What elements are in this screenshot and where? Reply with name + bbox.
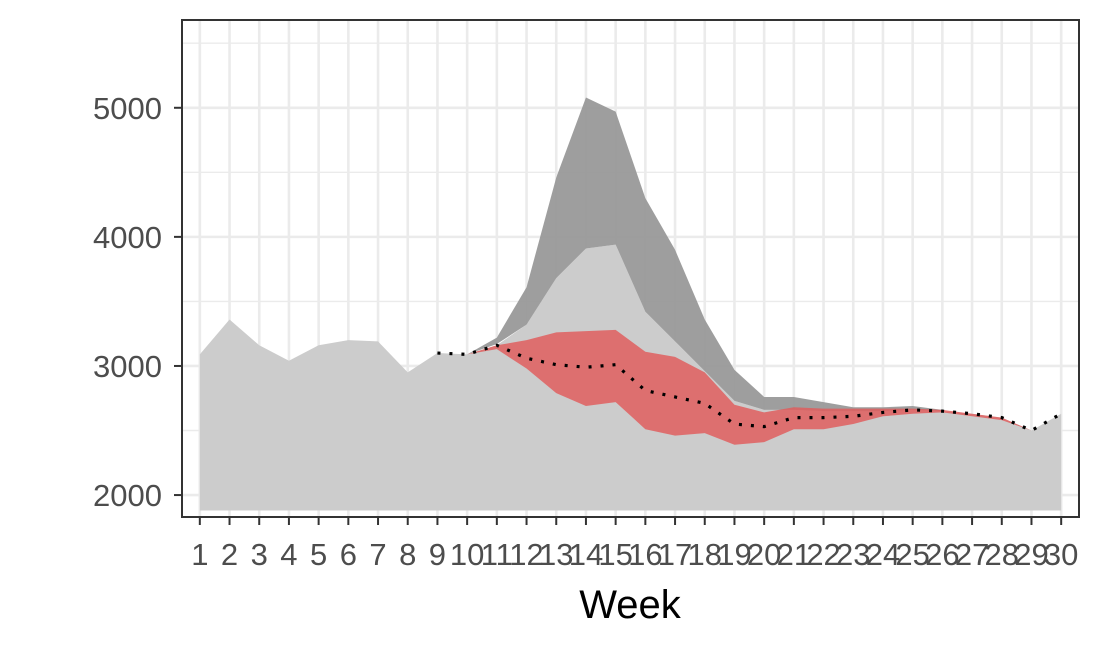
x-tick-label: 13: [539, 537, 573, 572]
x-tick-label: 28: [985, 537, 1019, 572]
x-tick-label: 17: [658, 537, 692, 572]
x-tick-label: 26: [925, 537, 959, 572]
x-tick-label: 25: [895, 537, 929, 572]
x-axis-title: Week: [579, 583, 682, 627]
plot-border: [181, 19, 1080, 518]
x-tick-label: 8: [399, 537, 416, 572]
y-tick-label: 2000: [93, 478, 162, 513]
x-tick-label: 9: [429, 537, 446, 572]
y-tick-label: 3000: [93, 349, 162, 384]
x-tick-label: 5: [310, 537, 327, 572]
x-tick-label: 18: [688, 537, 722, 572]
x-tick-label: 6: [340, 537, 357, 572]
y-axis: 2000 3000 4000 5000: [93, 91, 182, 513]
x-tick-label: 12: [509, 537, 543, 572]
x-tick-label: 10: [450, 537, 484, 572]
x-tick-label: 2: [221, 537, 238, 572]
x-tick-label: 4: [280, 537, 297, 572]
x-tick-label: 7: [369, 537, 386, 572]
x-tick-label: 11: [481, 537, 513, 572]
x-tick-label: 15: [598, 537, 632, 572]
x-tick-label: 3: [251, 537, 268, 572]
x-tick-label: 20: [747, 537, 781, 572]
x-tick-label: 23: [836, 537, 870, 572]
x-tick-label: 22: [806, 537, 840, 572]
x-tick-label: 24: [866, 537, 900, 572]
x-tick-label: 30: [1044, 537, 1078, 572]
x-tick-label: 1: [191, 537, 208, 572]
x-axis: 1 2 3 4 5 6 7 8 9 1011121314151617181920212223242…: [191, 517, 1078, 572]
y-tick-label: 4000: [93, 220, 162, 255]
x-tick-label: 29: [1014, 537, 1048, 572]
red-band-area: [437, 329, 1062, 445]
dotted-series-line: [437, 343, 1062, 433]
x-tick-label: 21: [777, 537, 811, 572]
x-tick-label: 14: [569, 537, 603, 572]
x-tick-label: 27: [955, 537, 989, 572]
series-layer: [199, 97, 1062, 511]
x-tick-label: 16: [628, 537, 662, 572]
upper-band-area: [467, 97, 943, 412]
x-tick-label: 19: [717, 537, 751, 572]
y-tick-label: 5000: [93, 91, 162, 126]
